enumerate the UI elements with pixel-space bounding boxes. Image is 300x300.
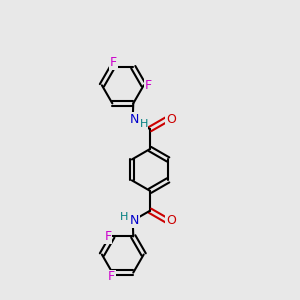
Text: N: N <box>130 112 140 126</box>
Text: N: N <box>130 214 140 227</box>
Text: F: F <box>145 79 152 92</box>
Text: H: H <box>140 119 148 129</box>
Text: O: O <box>166 214 176 227</box>
Text: F: F <box>104 230 112 243</box>
Text: H: H <box>120 212 128 222</box>
Text: O: O <box>166 112 176 126</box>
Text: F: F <box>108 271 115 284</box>
Text: F: F <box>110 56 117 69</box>
